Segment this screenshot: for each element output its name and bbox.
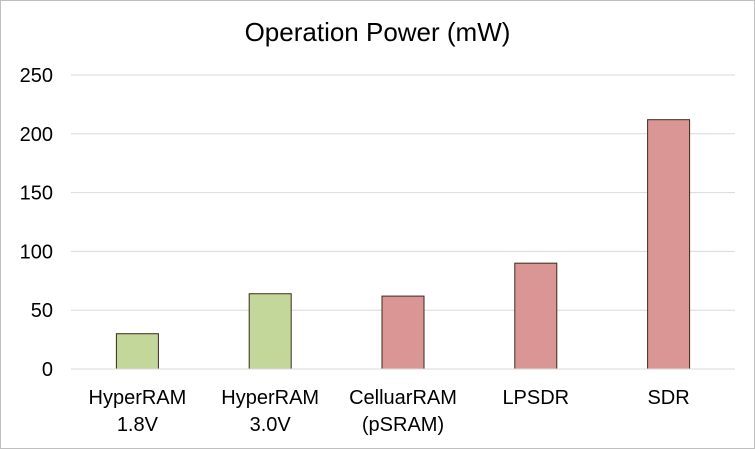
y-tick-label: 200: [20, 124, 53, 146]
y-tick-label: 50: [31, 300, 53, 322]
x-tick-label: SDR: [647, 387, 689, 409]
x-tick-label: HyperRAM 1.8V: [89, 387, 187, 436]
bar: [514, 262, 558, 370]
bars: [115, 119, 691, 370]
y-tick-label: 150: [20, 183, 53, 205]
y-tick-label: 100: [20, 241, 53, 263]
y-tick-label: 250: [20, 65, 53, 87]
bar: [381, 295, 425, 370]
bar: [647, 119, 691, 370]
x-tick-label: LPSDR: [502, 387, 569, 409]
y-tick-label: 0: [42, 359, 53, 381]
x-tick-label: CelluarRAM (pSRAM): [349, 387, 457, 436]
tick-labels: 0 50 100 150 200 250 HyperRAM 1.8V HyperRAM 3.0V C…: [20, 65, 690, 436]
x-tick-label: HyperRAM 3.0V: [221, 387, 319, 436]
chart-title: Operation Power (mW): [244, 17, 511, 47]
bar: [115, 333, 159, 370]
bar: [248, 293, 292, 370]
gridlines: [71, 74, 735, 311]
